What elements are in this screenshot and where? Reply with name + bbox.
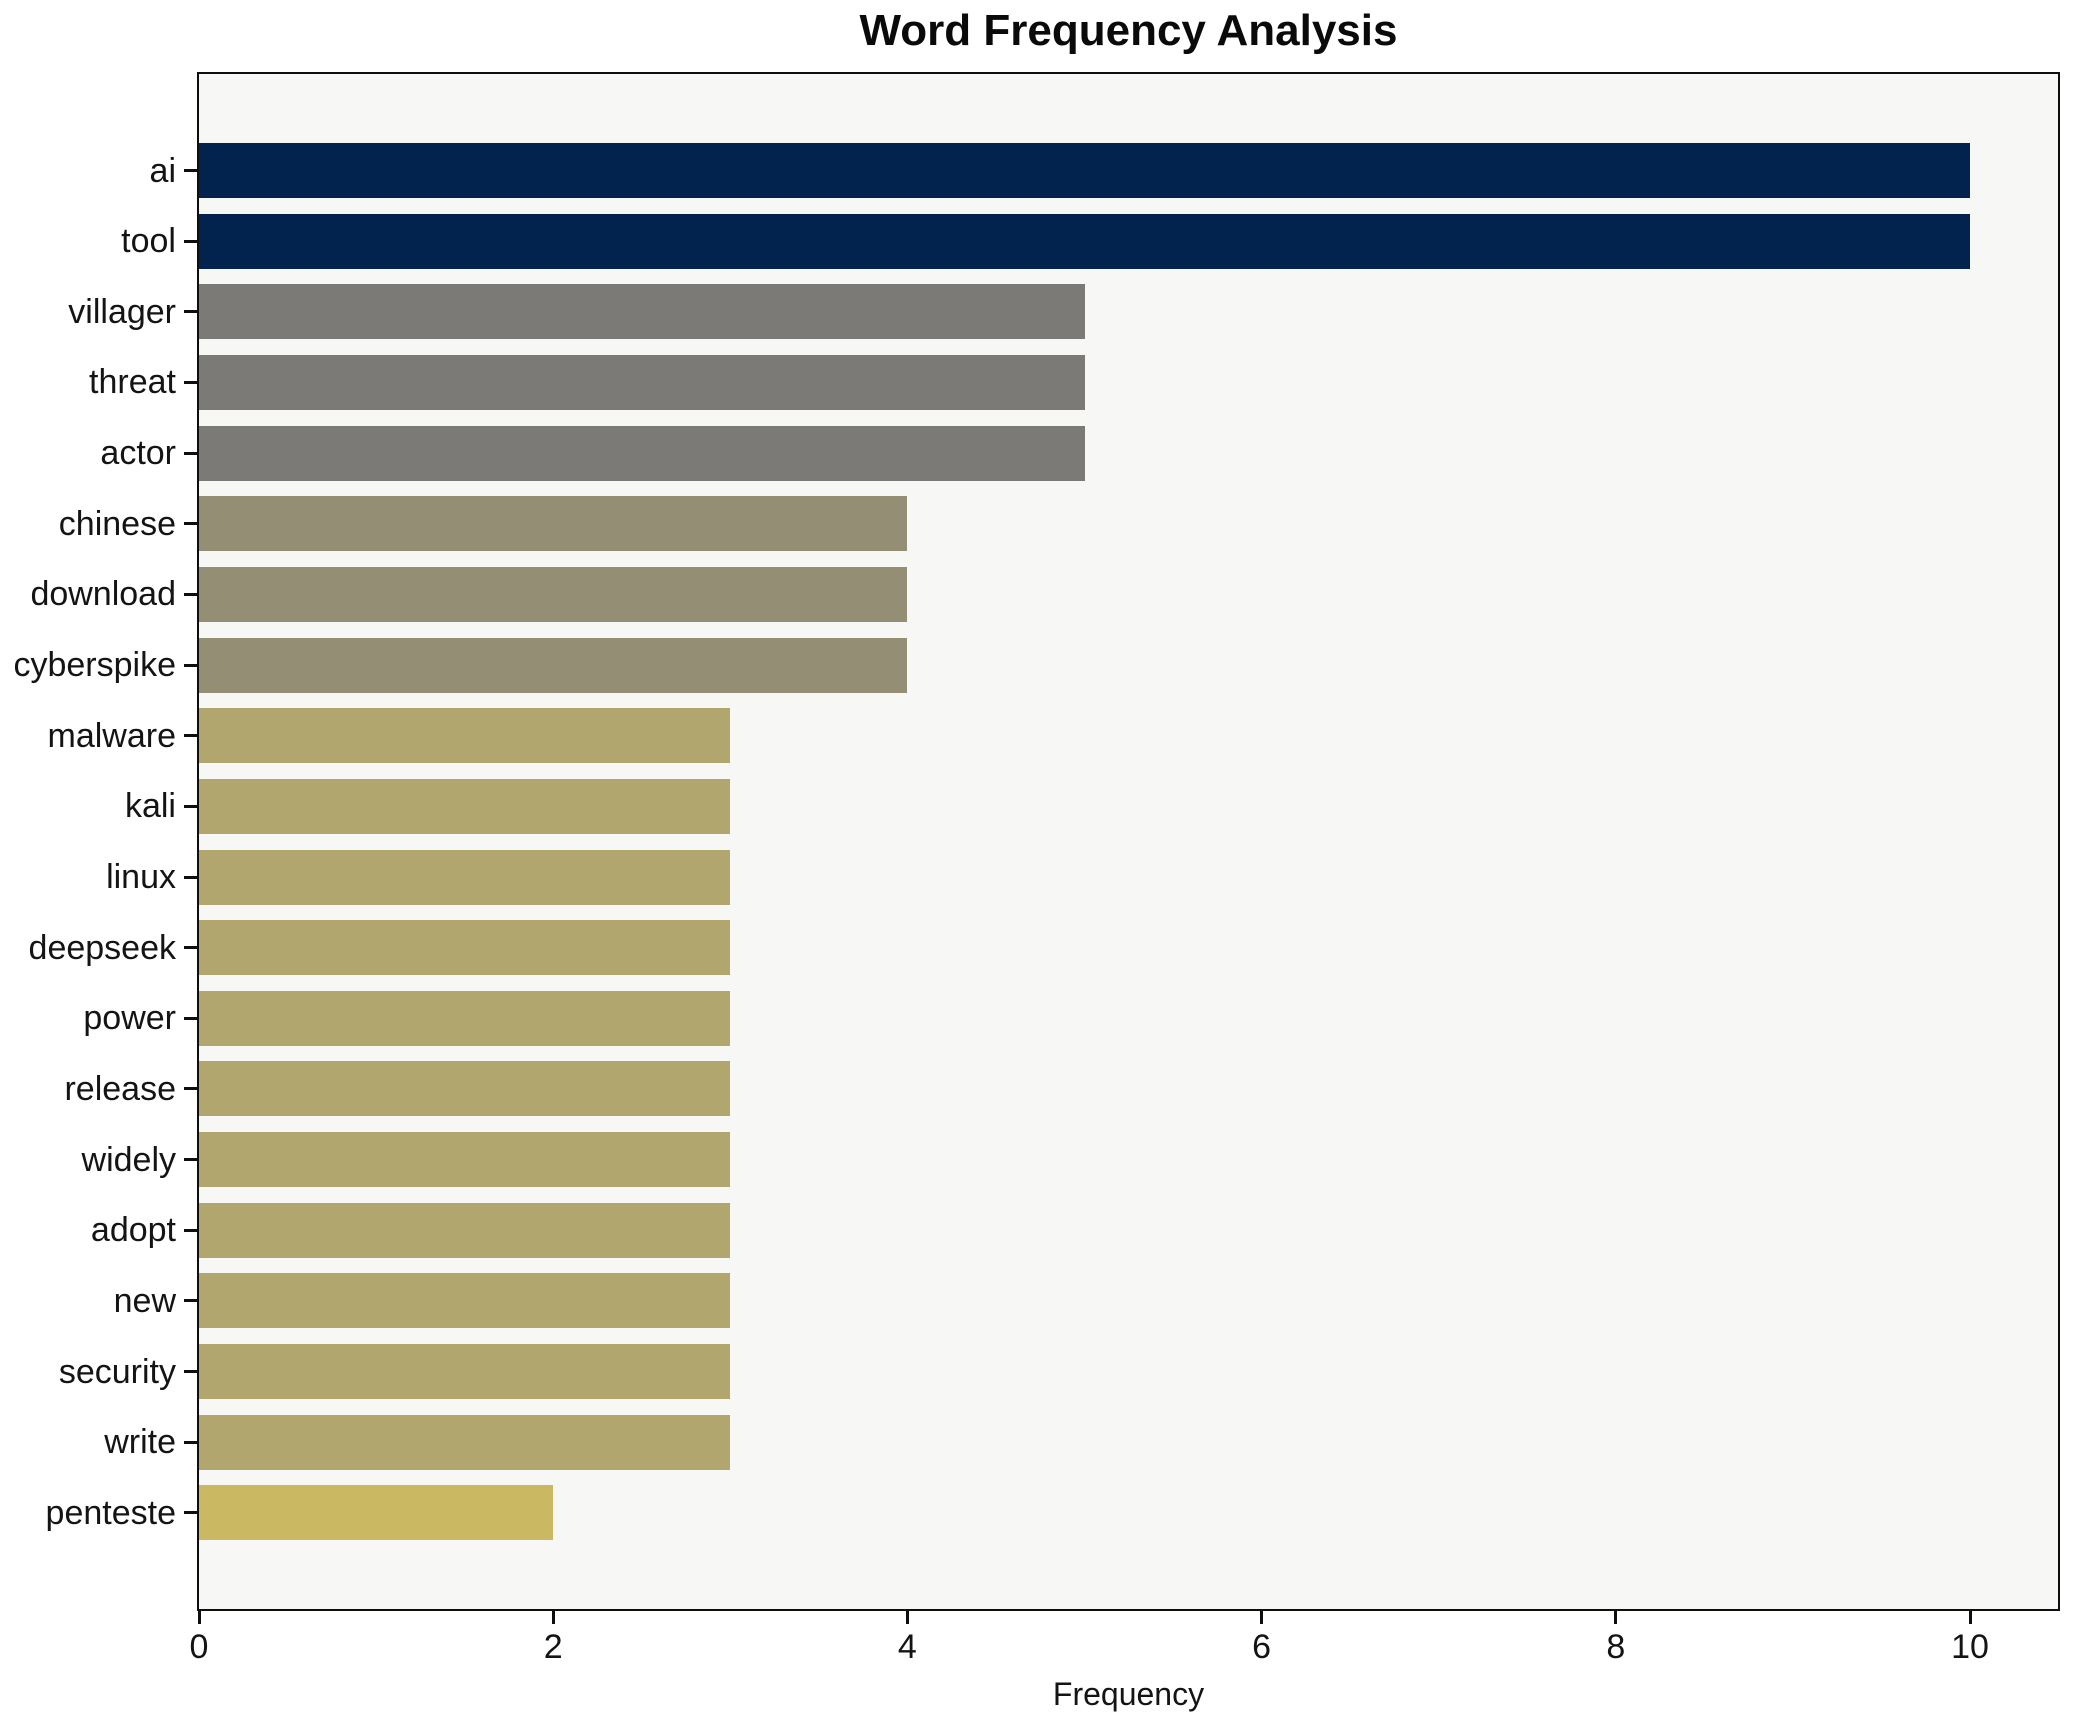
bar-download bbox=[199, 566, 908, 622]
x-tick-mark bbox=[551, 1611, 555, 1624]
y-tick-label-widely: widely bbox=[81, 1140, 176, 1179]
bar-threat bbox=[199, 354, 1085, 410]
y-tick-mark bbox=[184, 239, 198, 243]
x-tick-label-2: 2 bbox=[543, 1628, 563, 1666]
y-tick-label-adopt: adopt bbox=[90, 1211, 176, 1250]
chart-title: Word Frequency Analysis bbox=[859, 6, 1398, 55]
y-tick-label-linux: linux bbox=[106, 858, 176, 896]
y-tick-label-threat: threat bbox=[89, 363, 176, 402]
y-tick-label-ai: ai bbox=[149, 151, 176, 190]
y-tick-label-villager: villager bbox=[68, 292, 176, 331]
y-tick-mark bbox=[184, 310, 198, 314]
y-tick-mark bbox=[184, 1511, 198, 1515]
bar-malware bbox=[199, 708, 731, 764]
y-tick-mark bbox=[184, 875, 198, 879]
y-tick-label-power: power bbox=[83, 999, 176, 1038]
bar-penteste bbox=[199, 1485, 554, 1541]
bar-villager bbox=[199, 284, 1085, 340]
y-tick-mark bbox=[184, 1016, 198, 1020]
x-tick-mark bbox=[1968, 1611, 1972, 1624]
y-tick-mark bbox=[184, 804, 198, 808]
x-axis-label: Frequency bbox=[1052, 1676, 1205, 1712]
x-tick-label-6: 6 bbox=[1252, 1628, 1272, 1666]
y-tick-label-new: new bbox=[113, 1281, 176, 1320]
y-tick-label-tool: tool bbox=[121, 222, 176, 261]
y-tick-mark bbox=[184, 1158, 198, 1162]
y-tick-label-download: download bbox=[30, 575, 176, 614]
x-tick-mark bbox=[197, 1611, 201, 1624]
plot-area bbox=[197, 72, 2060, 1611]
y-tick-label-deepseek: deepseek bbox=[28, 928, 176, 967]
y-tick-label-malware: malware bbox=[47, 716, 176, 755]
bar-chinese bbox=[199, 496, 908, 552]
bar-actor bbox=[199, 425, 1085, 481]
bar-security bbox=[199, 1344, 731, 1400]
y-tick-mark bbox=[184, 592, 198, 596]
y-tick-mark bbox=[184, 522, 198, 526]
bar-release bbox=[199, 1061, 731, 1117]
y-tick-mark bbox=[184, 1228, 198, 1232]
y-tick-label-cyberspike: cyberspike bbox=[13, 646, 176, 685]
y-tick-label-release: release bbox=[64, 1069, 176, 1108]
y-tick-label-penteste: penteste bbox=[45, 1493, 176, 1532]
y-tick-label-security: security bbox=[58, 1352, 176, 1391]
bar-widely bbox=[199, 1132, 731, 1188]
y-tick-mark bbox=[184, 1299, 198, 1303]
bar-adopt bbox=[199, 1202, 731, 1258]
bar-tool bbox=[199, 213, 1970, 269]
y-tick-mark bbox=[184, 1440, 198, 1444]
x-tick-mark bbox=[905, 1611, 909, 1624]
y-tick-label-actor: actor bbox=[100, 434, 176, 473]
bar-power bbox=[199, 990, 731, 1046]
x-tick-label-8: 8 bbox=[1606, 1628, 1626, 1666]
x-tick-mark bbox=[1260, 1611, 1264, 1624]
bar-cyberspike bbox=[199, 637, 908, 693]
y-tick-label-kali: kali bbox=[124, 787, 176, 826]
bar-write bbox=[199, 1414, 731, 1470]
bar-linux bbox=[199, 849, 731, 905]
y-tick-mark bbox=[184, 734, 198, 738]
bar-ai bbox=[199, 143, 1970, 198]
y-tick-mark bbox=[184, 946, 198, 950]
y-tick-mark bbox=[184, 1370, 198, 1374]
bar-new bbox=[199, 1273, 731, 1329]
bar-deepseek bbox=[199, 920, 731, 976]
y-tick-mark bbox=[184, 380, 198, 384]
x-tick-label-10: 10 bbox=[1951, 1628, 1989, 1666]
y-tick-mark bbox=[184, 663, 198, 667]
y-tick-label-write: write bbox=[104, 1423, 176, 1462]
bar-kali bbox=[199, 778, 731, 834]
x-tick-mark bbox=[1614, 1611, 1618, 1624]
y-tick-mark bbox=[184, 1087, 198, 1091]
x-tick-label-0: 0 bbox=[189, 1628, 209, 1666]
y-tick-mark bbox=[184, 169, 198, 172]
y-tick-mark bbox=[184, 451, 198, 455]
x-tick-label-4: 4 bbox=[897, 1628, 917, 1666]
y-tick-label-chinese: chinese bbox=[58, 504, 176, 543]
